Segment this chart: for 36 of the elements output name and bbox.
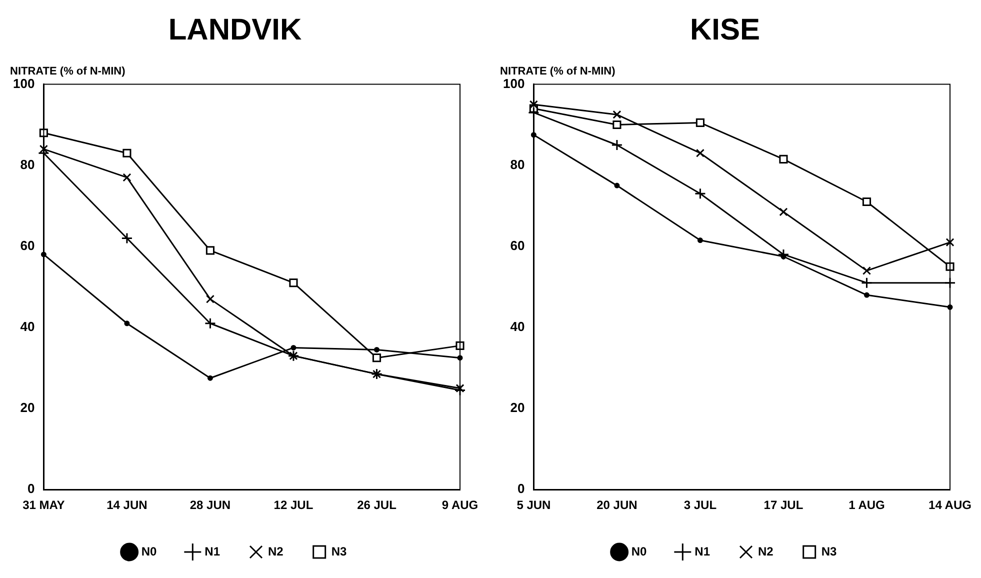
legend-label: N2 <box>268 544 284 558</box>
x-tick-label: 1 AUG <box>848 498 885 512</box>
y-tick-label: 20 <box>510 400 525 416</box>
legend-label: N2 <box>758 544 774 558</box>
y-tick-label: 0 <box>517 481 525 496</box>
x-tick-label: 17 JUL <box>764 498 804 512</box>
y-tick-label: 40 <box>20 319 35 334</box>
y-tick-label: 100 <box>12 76 35 91</box>
x-tick-label: 14 JUN <box>106 498 148 512</box>
x-tick-label: 9 AUG <box>442 498 478 512</box>
chart-title: KISE <box>690 13 760 46</box>
x-tick-label: 3 JUL <box>684 498 717 512</box>
y-axis-title: NITRATE (% of N-MIN) <box>10 66 126 78</box>
x-tick-label: 28 JUN <box>190 498 231 512</box>
x-tick-label: 20 JUN <box>596 498 638 512</box>
legend-label: N1 <box>204 544 220 558</box>
legend-label: N3 <box>821 544 838 558</box>
y-tick-label: 100 <box>502 76 525 91</box>
chart-title: LANDVIK <box>168 13 302 46</box>
y-axis-title: NITRATE (% of N-MIN) <box>500 66 616 78</box>
y-tick-label: 80 <box>20 156 35 172</box>
legend-label: N1 <box>694 544 710 558</box>
y-tick-label: 60 <box>20 238 35 253</box>
y-tick-label: 40 <box>510 319 525 334</box>
x-tick-label: 5 JUN <box>516 498 551 512</box>
x-tick-label: 31 MAY <box>22 498 65 512</box>
y-tick-label: 0 <box>27 481 35 496</box>
y-tick-label: 80 <box>510 156 525 172</box>
x-tick-label: 12 JUL <box>274 498 314 512</box>
y-tick-label: 60 <box>510 238 525 253</box>
legend-label: N0 <box>631 544 647 558</box>
y-tick-label: 20 <box>20 400 35 416</box>
x-tick-label: 14 AUG <box>928 498 972 512</box>
legend-label: N3 <box>331 544 348 558</box>
x-tick-label: 26 JUL <box>357 498 396 512</box>
legend-label: N0 <box>141 544 157 558</box>
